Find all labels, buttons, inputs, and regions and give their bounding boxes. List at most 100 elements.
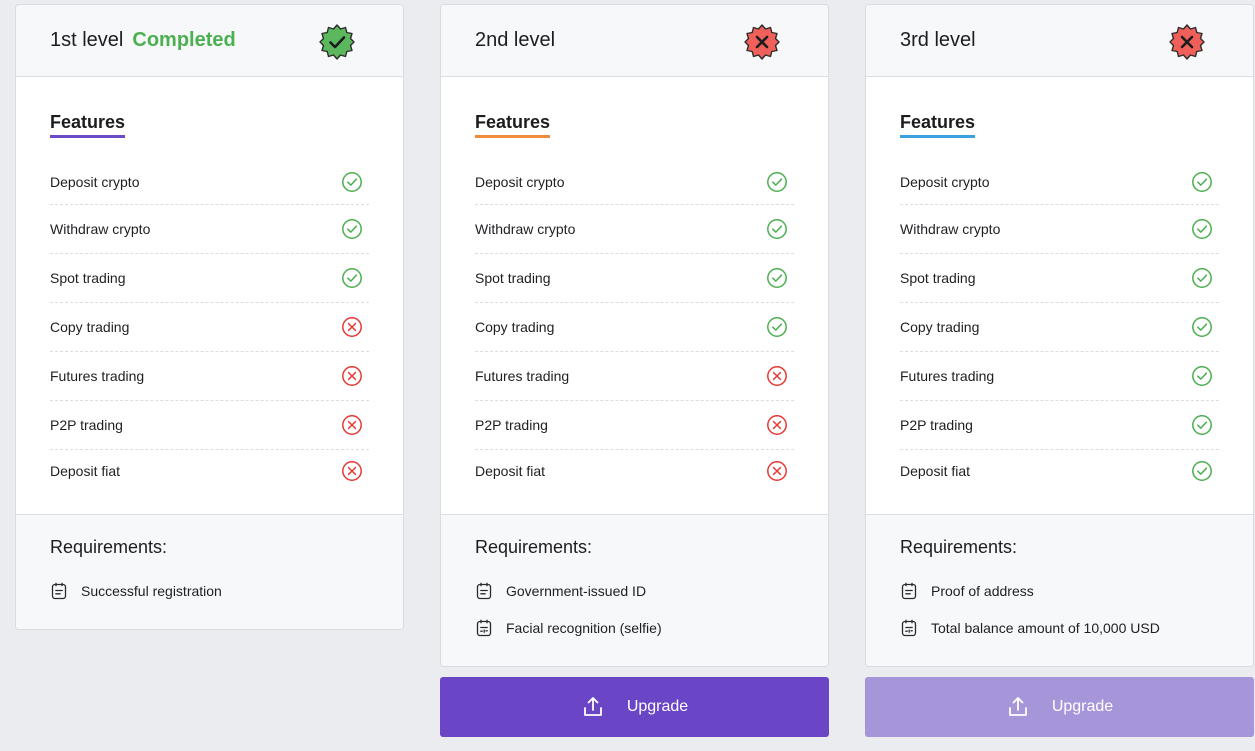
check-circle-icon <box>1192 461 1212 481</box>
feature-row: P2P trading <box>475 401 794 450</box>
check-circle-icon <box>767 219 787 239</box>
feature-row: Deposit fiat <box>50 450 369 492</box>
upload-icon <box>1008 697 1027 716</box>
feature-label: Futures trading <box>900 368 995 384</box>
feature-row: Deposit fiat <box>900 450 1219 492</box>
id-card-icon <box>901 619 917 636</box>
level-3-column: 3rd level Features Deposit crypto Withdra… <box>865 4 1254 737</box>
features-title: Features <box>475 112 551 138</box>
feature-row: Deposit crypto <box>50 160 369 205</box>
feature-label: P2P trading <box>900 417 973 433</box>
feature-label: Spot trading <box>475 270 551 286</box>
feature-label: P2P trading <box>475 417 548 433</box>
x-circle-icon <box>767 415 787 435</box>
requirements-title: Requirements: <box>900 537 1018 557</box>
feature-label: Spot trading <box>50 270 126 286</box>
check-circle-icon <box>1192 172 1212 192</box>
upload-icon <box>583 697 602 716</box>
feature-row: Withdraw crypto <box>50 205 369 254</box>
feature-row: Futures trading <box>475 352 794 401</box>
check-circle-icon <box>1192 268 1212 288</box>
feature-row: Deposit crypto <box>900 160 1219 205</box>
features-title: Features <box>50 112 126 138</box>
requirement-label: Successful registration <box>81 582 222 599</box>
feature-row: Deposit fiat <box>475 450 794 492</box>
feature-label: Futures trading <box>475 368 570 384</box>
level-1-title: 1st level <box>50 29 124 51</box>
requirements-list: Proof of address Total balance amount of … <box>900 572 1219 646</box>
feature-label: Deposit fiat <box>50 463 121 479</box>
upgrade-level-2-button[interactable]: Upgrade <box>440 677 829 737</box>
check-circle-icon <box>767 268 787 288</box>
upgrade-level-3-button[interactable]: Upgrade <box>865 677 1254 737</box>
x-circle-icon <box>342 317 362 337</box>
check-circle-icon <box>342 219 362 239</box>
not-verified-x-icon <box>744 24 780 60</box>
x-circle-icon <box>342 366 362 386</box>
check-circle-icon <box>342 268 362 288</box>
x-circle-icon <box>342 415 362 435</box>
level-1-features: Features Deposit crypto Withdraw crypto Sp… <box>16 77 403 514</box>
check-circle-icon <box>1192 317 1212 337</box>
requirement-item: Government-issued ID <box>475 572 794 609</box>
level-3-features: Features Deposit crypto Withdraw crypto Sp… <box>866 77 1253 514</box>
feature-row: Spot trading <box>900 254 1219 303</box>
upgrade-label: Upgrade <box>1051 698 1114 715</box>
level-3-header: 3rd level <box>866 5 1253 77</box>
requirement-label: Government-issued ID <box>506 582 647 599</box>
feature-row: Copy trading <box>50 303 369 352</box>
feature-label: Withdraw crypto <box>900 221 1001 237</box>
feature-label: Futures trading <box>50 368 145 384</box>
level-2-column: 2nd level Features Deposit crypto Withdra… <box>440 4 829 737</box>
feature-label: Copy trading <box>50 319 130 335</box>
check-circle-icon <box>1192 415 1212 435</box>
requirement-item: Proof of address <box>900 572 1219 609</box>
check-circle-icon <box>1192 219 1212 239</box>
feature-label: Withdraw crypto <box>475 221 576 237</box>
requirements-list: Successful registration <box>50 572 369 609</box>
feature-row: Futures trading <box>50 352 369 401</box>
check-circle-icon <box>767 317 787 337</box>
level-2-card: 2nd level Features Deposit crypto Withdra… <box>440 4 829 667</box>
x-circle-icon <box>767 366 787 386</box>
feature-row: Spot trading <box>50 254 369 303</box>
feature-row: Deposit crypto <box>475 160 794 205</box>
feature-label: Withdraw crypto <box>50 221 151 237</box>
feature-list: Deposit crypto Withdraw crypto Spot tradin… <box>50 160 369 492</box>
feature-list: Deposit crypto Withdraw crypto Spot tradin… <box>475 160 794 492</box>
feature-list: Deposit crypto Withdraw crypto Spot tradin… <box>900 160 1219 492</box>
feature-label: Spot trading <box>900 270 976 286</box>
feature-label: Deposit fiat <box>475 463 546 479</box>
id-card-icon <box>476 619 492 636</box>
x-circle-icon <box>342 461 362 481</box>
feature-label: Deposit crypto <box>50 174 140 190</box>
x-circle-icon <box>767 461 787 481</box>
requirement-label: Total balance amount of 10,000 USD <box>931 619 1160 636</box>
requirements-list: Government-issued ID Facial recognition (… <box>475 572 794 646</box>
check-circle-icon <box>767 172 787 192</box>
clipboard-icon <box>51 582 67 599</box>
level-1-header: 1st level Completed <box>16 5 403 77</box>
level-1-column: 1st level Completed Features Deposit cry… <box>15 4 404 630</box>
level-3-requirements: Requirements: Proof of address Total bala… <box>866 514 1253 666</box>
requirements-title: Requirements: <box>475 537 593 557</box>
level-1-status: Completed <box>132 29 236 51</box>
requirement-label: Proof of address <box>931 582 1034 599</box>
level-1-card: 1st level Completed Features Deposit cry… <box>15 4 404 630</box>
level-2-title: 2nd level <box>475 29 556 51</box>
clipboard-icon <box>476 582 492 599</box>
upgrade-label: Upgrade <box>626 698 689 715</box>
level-2-requirements: Requirements: Government-issued ID Facial… <box>441 514 828 666</box>
requirement-item: Total balance amount of 10,000 USD <box>900 609 1219 646</box>
feature-row: Withdraw crypto <box>475 205 794 254</box>
feature-row: Spot trading <box>475 254 794 303</box>
feature-label: Copy trading <box>900 319 980 335</box>
level-2-header: 2nd level <box>441 5 828 77</box>
feature-row: Futures trading <box>900 352 1219 401</box>
feature-row: P2P trading <box>900 401 1219 450</box>
requirements-title: Requirements: <box>50 537 168 557</box>
check-circle-icon <box>1192 366 1212 386</box>
feature-label: Deposit fiat <box>900 463 971 479</box>
feature-label: Deposit crypto <box>900 174 990 190</box>
clipboard-icon <box>901 582 917 599</box>
